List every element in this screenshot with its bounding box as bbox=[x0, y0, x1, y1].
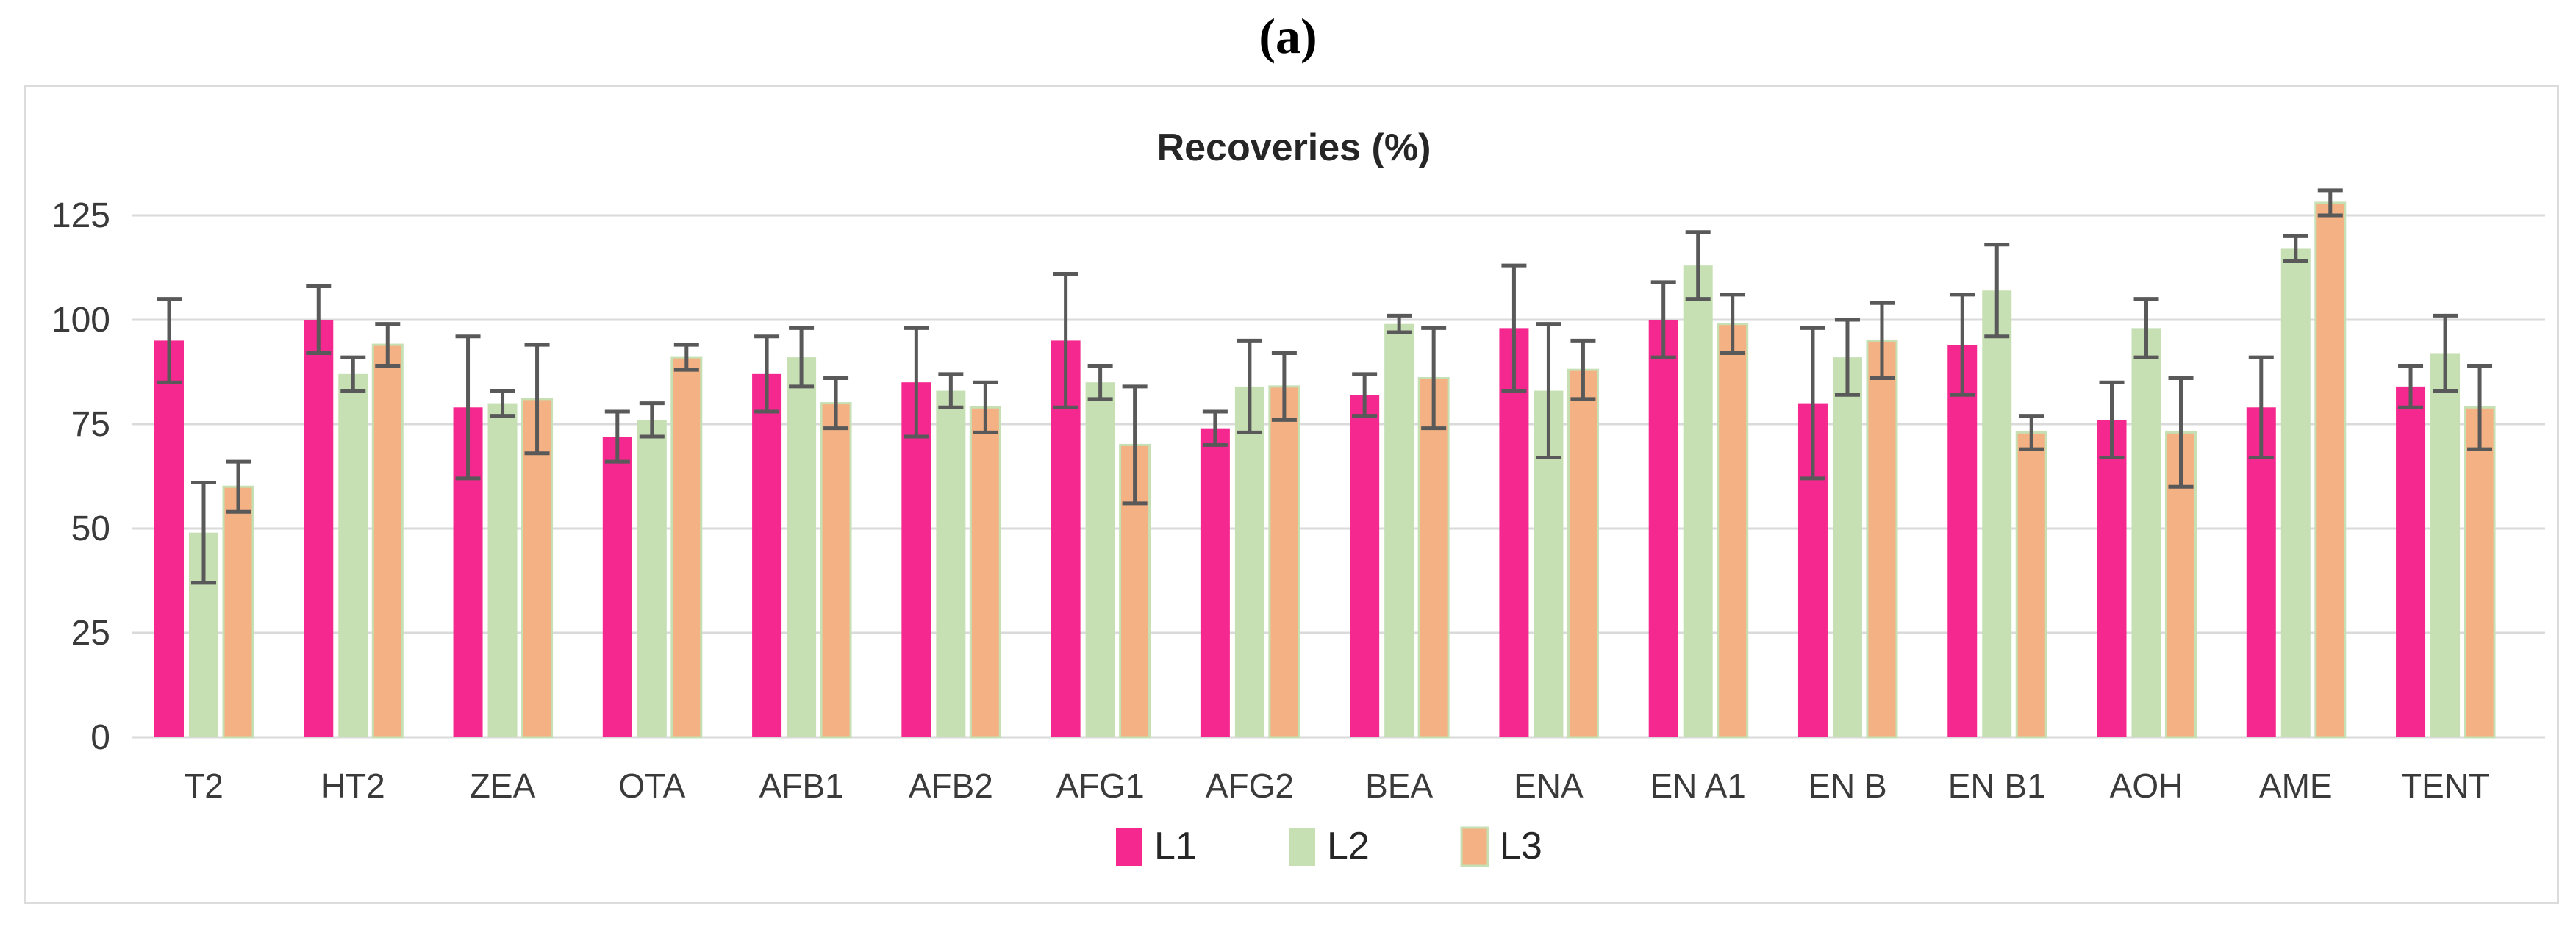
y-tick-label-50: 50 bbox=[71, 509, 110, 548]
chart-title: Recoveries (%) bbox=[1156, 126, 1431, 169]
y-tick-label-100: 100 bbox=[51, 301, 110, 340]
x-category-label-BEA: BEA bbox=[1365, 767, 1433, 805]
legend-label-L2: L2 bbox=[1327, 825, 1370, 867]
x-category-label-HT2: HT2 bbox=[321, 767, 385, 805]
bar-AOH-L2 bbox=[2131, 328, 2161, 737]
bar-TENT-L2 bbox=[2430, 353, 2461, 737]
y-tick-label-75: 75 bbox=[71, 405, 110, 444]
legend-label-L3: L3 bbox=[1500, 825, 1542, 867]
bar-AFG2-L2 bbox=[1234, 386, 1264, 737]
x-category-label-EN B1: EN B1 bbox=[1948, 767, 2046, 805]
bar-BEA-L2 bbox=[1384, 323, 1414, 737]
bar-OTA-L1 bbox=[602, 437, 632, 737]
y-tick-label-25: 25 bbox=[71, 614, 110, 653]
bar-EN B1-L3 bbox=[2015, 431, 2047, 739]
bar-OTA-L2 bbox=[637, 420, 667, 737]
x-category-label-AME: AME bbox=[2259, 767, 2333, 805]
bar-EN B-L3 bbox=[1866, 339, 1898, 739]
bar-EN B1-L1 bbox=[1947, 345, 1978, 738]
bar-AFB2-L3 bbox=[969, 406, 1001, 739]
bar-OTA-L3 bbox=[670, 356, 703, 739]
bar-EN A1-L2 bbox=[1683, 265, 1713, 737]
bar-AFG2-L3 bbox=[1268, 385, 1300, 739]
bar-ZEA-L3 bbox=[521, 398, 554, 739]
y-tick-label-0: 0 bbox=[90, 718, 110, 757]
x-category-label-ZEA: ZEA bbox=[470, 767, 536, 805]
bar-BEA-L3 bbox=[1417, 377, 1450, 739]
bar-EN B1-L2 bbox=[1982, 290, 2012, 737]
bar-ENA-L3 bbox=[1567, 368, 1599, 739]
x-category-label-EN A1: EN A1 bbox=[1650, 767, 1745, 805]
bar-AME-L3 bbox=[2314, 201, 2347, 739]
x-category-label-T2: T2 bbox=[184, 767, 223, 805]
bar-AFG2-L1 bbox=[1200, 428, 1230, 737]
bar-EN A1-L1 bbox=[1648, 320, 1678, 737]
x-category-label-AFG2: AFG2 bbox=[1206, 767, 1294, 805]
bar-BEA-L1 bbox=[1350, 395, 1380, 737]
legend-marker-L1 bbox=[1116, 828, 1142, 866]
bar-AFB1-L2 bbox=[787, 357, 817, 737]
x-category-label-AOH: AOH bbox=[2110, 767, 2183, 805]
bar-EN B-L2 bbox=[1832, 357, 1862, 737]
bar-T2-L1 bbox=[154, 340, 184, 737]
figure-label: (a) bbox=[1259, 8, 1317, 64]
x-category-label-TENT: TENT bbox=[2401, 767, 2489, 805]
x-category-label-AFG1: AFG1 bbox=[1056, 767, 1145, 805]
bar-AME-L1 bbox=[2246, 407, 2276, 737]
bar-TENT-L1 bbox=[2396, 386, 2426, 737]
bar-AOH-L1 bbox=[2097, 420, 2127, 737]
bar-T2-L3 bbox=[222, 485, 254, 739]
x-category-label-AFB2: AFB2 bbox=[909, 767, 993, 805]
x-category-label-AFB1: AFB1 bbox=[759, 767, 844, 805]
bar-AME-L2 bbox=[2280, 248, 2311, 737]
legend-label-L1: L1 bbox=[1154, 825, 1197, 867]
x-category-label-EN B: EN B bbox=[1808, 767, 1886, 805]
bar-HT2-L2 bbox=[338, 373, 368, 737]
bar-AFB2-L1 bbox=[901, 382, 931, 737]
bar-TENT-L3 bbox=[2464, 406, 2496, 739]
bar-ZEA-L2 bbox=[487, 403, 518, 737]
legend-marker-L2 bbox=[1289, 828, 1315, 866]
bar-AFG1-L3 bbox=[1119, 443, 1151, 739]
bar-EN A1-L3 bbox=[1717, 323, 1749, 739]
x-category-label-OTA: OTA bbox=[618, 767, 685, 805]
bar-ENA-L1 bbox=[1499, 328, 1529, 737]
legend-marker-L3 bbox=[1460, 826, 1489, 867]
bar-AFB2-L2 bbox=[936, 390, 966, 737]
bar-AFB1-L1 bbox=[752, 373, 782, 737]
y-tick-label-125: 125 bbox=[51, 196, 110, 235]
bar-AFB1-L3 bbox=[820, 402, 852, 739]
bar-HT2-L1 bbox=[304, 320, 334, 737]
bar-AFG1-L2 bbox=[1085, 382, 1115, 737]
bar-HT2-L3 bbox=[371, 343, 404, 739]
x-category-label-ENA: ENA bbox=[1514, 767, 1584, 805]
